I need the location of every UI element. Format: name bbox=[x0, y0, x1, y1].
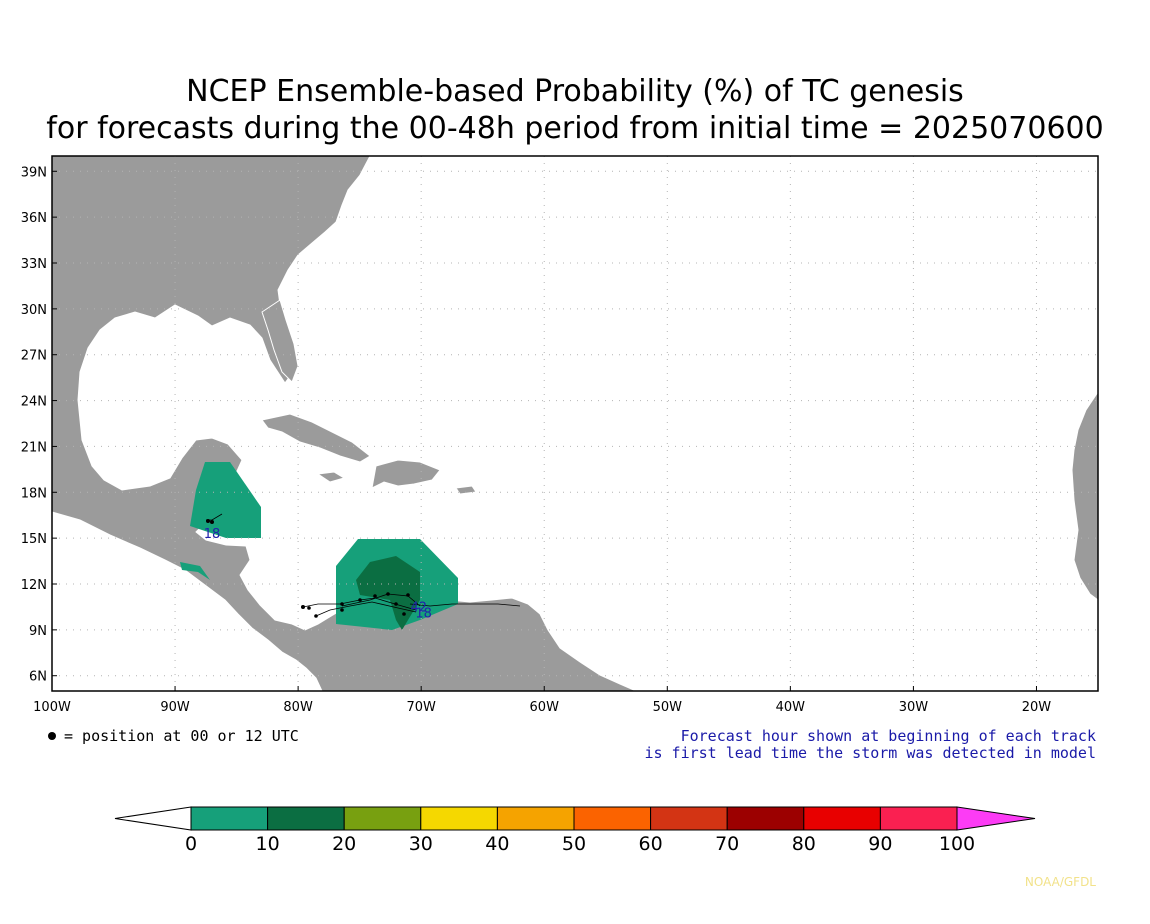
longitude-axis: 100W 90W 80W 70W 60W 50W 40W 30W 20W bbox=[33, 686, 1051, 715]
track-position-dot bbox=[406, 593, 410, 597]
lat-tick-label: 33N bbox=[21, 257, 47, 272]
lat-tick-label: 18N bbox=[21, 486, 47, 501]
track-hour-label: 42 bbox=[410, 601, 427, 616]
colorbar-segment bbox=[496, 806, 575, 831]
colorbar-segment bbox=[267, 806, 345, 831]
land-layer bbox=[52, 156, 1098, 691]
track-hour-label: 18 bbox=[204, 527, 221, 542]
colorbar-label: 90 bbox=[868, 833, 892, 855]
lon-tick-label: 90W bbox=[160, 700, 190, 715]
track-position-dot bbox=[314, 614, 318, 618]
colorbar-label: 70 bbox=[715, 833, 739, 855]
colorbar-label: 30 bbox=[409, 833, 433, 855]
colorbar-segment bbox=[343, 806, 422, 831]
lon-tick-label: 100W bbox=[33, 700, 71, 715]
lat-tick-label: 36N bbox=[21, 211, 47, 226]
probability-colorbar: 0 10 20 30 40 50 60 70 80 90 100 bbox=[114, 806, 1036, 855]
lat-tick-label: 30N bbox=[21, 303, 47, 318]
genesis-area-pacific-sliver bbox=[180, 562, 210, 580]
jamaica-island bbox=[316, 471, 346, 483]
track-line bbox=[315, 601, 417, 617]
map-frame bbox=[51, 155, 1099, 692]
lat-tick-label: 12N bbox=[21, 578, 47, 593]
lon-tick-label: 80W bbox=[283, 700, 313, 715]
lat-tick-label: 24N bbox=[21, 395, 47, 410]
title-line-2: for forecasts during the 00-48h period f… bbox=[46, 111, 1103, 146]
pacific-ocean-west bbox=[52, 511, 323, 691]
track-position-dot bbox=[301, 605, 305, 609]
colorbar-label: 0 bbox=[185, 833, 197, 855]
track-position-dot bbox=[340, 602, 344, 606]
colorbar-label: 50 bbox=[562, 833, 586, 855]
track-position-dot bbox=[307, 606, 311, 610]
track-position-dot bbox=[210, 520, 214, 524]
lon-tick-label: 60W bbox=[530, 700, 560, 715]
lat-tick-label: 21N bbox=[21, 440, 47, 455]
colorbar-under-arrow bbox=[114, 806, 192, 831]
forecast-note-line-2: is first lead time the storm was detecte… bbox=[644, 744, 1096, 762]
colorbar-label: 40 bbox=[485, 833, 509, 855]
hispaniola-island bbox=[371, 459, 441, 489]
colorbar-segment bbox=[420, 806, 498, 831]
colorbar-over-arrow bbox=[956, 806, 1036, 831]
cuba-island bbox=[261, 413, 371, 463]
colorbar-label: 80 bbox=[792, 833, 816, 855]
lon-tick-label: 40W bbox=[776, 700, 806, 715]
colorbar-label: 100 bbox=[939, 833, 975, 855]
lat-tick-label: 6N bbox=[29, 670, 47, 685]
track-position-dots bbox=[206, 519, 410, 618]
position-legend-text: = position at 00 or 12 UTC bbox=[64, 727, 299, 745]
colorbar-segment bbox=[650, 806, 728, 831]
lat-tick-label: 9N bbox=[29, 624, 47, 639]
track-line bbox=[409, 603, 521, 607]
colorbar-label: 60 bbox=[639, 833, 663, 855]
position-legend-dot bbox=[48, 732, 56, 740]
lat-tick-label: 39N bbox=[21, 165, 47, 180]
puerto-rico-island bbox=[455, 485, 477, 495]
caribbean-sea bbox=[250, 460, 545, 615]
west-africa-landmass bbox=[1071, 391, 1098, 601]
track-position-dot bbox=[206, 519, 210, 523]
credit-text: NOAA/GFDL bbox=[1025, 875, 1096, 889]
track-hour-label: 18 bbox=[415, 607, 432, 622]
track-position-dot bbox=[340, 608, 344, 612]
lon-tick-label: 20W bbox=[1022, 700, 1052, 715]
lat-tick-label: 15N bbox=[21, 532, 47, 547]
track-position-dot bbox=[386, 592, 390, 596]
lat-tick-label: 27N bbox=[21, 349, 47, 364]
colorbar-segment bbox=[573, 806, 652, 831]
latitude-axis: 39N 36N 33N 30N 27N 24N 21N 18N 15N 12N 9N 6N bbox=[21, 165, 57, 685]
title-line-1: NCEP Ensemble-based Probability (%) of T… bbox=[186, 74, 964, 109]
track-position-dot bbox=[358, 598, 362, 602]
lon-tick-label: 70W bbox=[406, 700, 436, 715]
colorbar-label: 10 bbox=[256, 833, 280, 855]
florida-peninsula bbox=[261, 299, 299, 383]
colorbar-segment bbox=[803, 806, 881, 831]
colorbar-segment bbox=[879, 806, 958, 831]
colorbar-segment bbox=[190, 806, 269, 831]
genesis-area-yucatan bbox=[190, 462, 261, 538]
lon-tick-label: 50W bbox=[653, 700, 683, 715]
forecast-note-line-1: Forecast hour shown at beginning of each… bbox=[681, 727, 1096, 745]
colorbar-segment bbox=[726, 806, 805, 831]
track-position-dot bbox=[373, 594, 377, 598]
track-position-dot bbox=[394, 602, 398, 606]
colorbar-label: 20 bbox=[332, 833, 356, 855]
lon-tick-label: 30W bbox=[899, 700, 929, 715]
track-position-dot bbox=[402, 612, 406, 616]
